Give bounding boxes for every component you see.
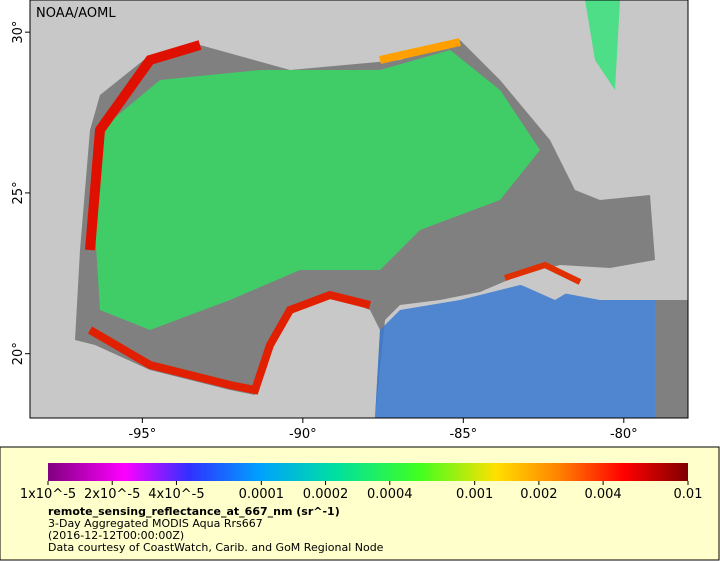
colorbar-tick-label: 0.001 [456, 487, 493, 502]
atlantic-pixels [585, 0, 620, 90]
coastal-red [85, 40, 202, 251]
coastal-red [87, 290, 371, 395]
colorbar-tick-label: 1x10^-5 [20, 487, 76, 502]
caribbean-pixels [375, 285, 655, 418]
y-tick-label: 20° [11, 342, 26, 365]
x-tick-label: -90° [289, 427, 317, 442]
y-tick-label: 30° [11, 21, 26, 44]
x-tick-label: -80° [610, 427, 638, 442]
time: (2016-12-12T00:00:00Z) [48, 529, 184, 542]
colorbar-tick-label: 0.0001 [239, 487, 285, 502]
colorbar-tick-label: 2x10^-5 [84, 487, 140, 502]
green-pixels [95, 50, 540, 330]
map: NOAA/AOML [29, 0, 689, 419]
source: Data courtesy of CoastWatch, Carib. and … [48, 541, 384, 554]
colorbar-tick-label: 0.01 [674, 487, 703, 502]
dataset: 3-Day Aggregated MODIS Aqua Rrs667 [48, 517, 263, 530]
map-frame [29, 0, 689, 419]
colorbar [48, 463, 688, 481]
x-tick-label: -85° [449, 427, 477, 442]
cuba [510, 268, 580, 300]
colorbar-tick-label: 0.002 [520, 487, 557, 502]
y-tick-label: 25° [11, 181, 26, 204]
coastal-red [504, 261, 582, 285]
credit: NOAA/AOML [36, 6, 116, 21]
colorbar-tick-label: 0.004 [584, 487, 621, 502]
variable: remote_sensing_reflectance_at_667_nm (sr… [48, 505, 340, 518]
colorbar-tick-label: 0.0004 [367, 487, 413, 502]
colorbar-tick-label: 0.0002 [303, 487, 349, 502]
colorbar-tick-label: 4x10^-5 [148, 487, 204, 502]
x-tick-label: -95° [128, 427, 156, 442]
coastal-orange [379, 38, 461, 64]
